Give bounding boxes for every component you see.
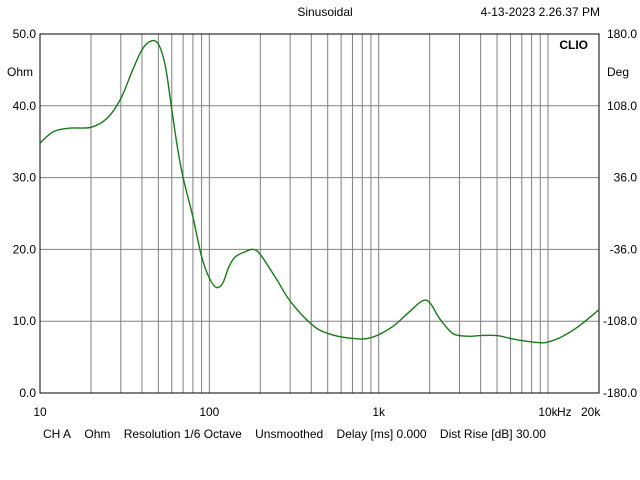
y-tick-label: 0.0 — [19, 386, 36, 400]
measurement-datetime: 4-13-2023 2.26.37 PM — [481, 5, 600, 19]
y2-tick-label: -180.0 — [603, 386, 637, 400]
x-tick-label: 100 — [199, 405, 219, 419]
y2-tick-label: 108.0 — [607, 99, 637, 113]
smoothing-label: Unsmoothed — [255, 427, 324, 441]
measurement-mode: Sinusoidal — [297, 5, 352, 19]
x-tick-label: 20k — [581, 405, 601, 419]
x-tick-label: 10 — [33, 405, 47, 419]
plot-frame — [39, 33, 600, 394]
y-axis-tick-labels: 0.0 10.0 20.0 30.0 40.0 50.0 — [13, 27, 37, 400]
y2-tick-label: 36.0 — [614, 171, 638, 185]
y2-axis-tick-labels: -180.0 -108.0 -36.0 36.0 108.0 180.0 — [603, 27, 637, 400]
measurement-info-bar: CH A Ohm Resolution 1/6 Octave Unsmoothe… — [43, 427, 556, 441]
x-axis-tick-labels: 10 100 1k 10k 20k — [33, 405, 601, 419]
x-axis-unit-label: Hz — [557, 405, 572, 419]
y2-tick-label: -108.0 — [603, 314, 637, 328]
channel-label: CH A — [43, 427, 72, 441]
y-tick-label: 30.0 — [13, 171, 37, 185]
dist-rise-label: Dist Rise [dB] 30.00 — [439, 427, 546, 441]
y-tick-label: 20.0 — [13, 242, 37, 256]
y-axis-label: Ohm — [7, 65, 33, 79]
y-tick-label: 10.0 — [13, 314, 37, 328]
impedance-series-line — [39, 39, 600, 344]
y-tick-label: 50.0 — [13, 27, 37, 41]
x-tick-label: 1k — [372, 405, 386, 419]
x-tick-label: 10k — [538, 405, 558, 419]
y2-tick-label: 180.0 — [607, 27, 637, 41]
y2-tick-label: -36.0 — [610, 242, 638, 256]
delay-label: Delay [ms] 0.000 — [336, 427, 427, 441]
y2-axis-label: Deg — [607, 65, 629, 79]
unit-label: Ohm — [84, 427, 111, 441]
resolution-label: Resolution 1/6 Octave — [123, 427, 242, 441]
y-tick-label: 40.0 — [13, 99, 37, 113]
clio-brand-label: CLIO — [559, 38, 588, 52]
grid-lines — [40, 34, 599, 393]
